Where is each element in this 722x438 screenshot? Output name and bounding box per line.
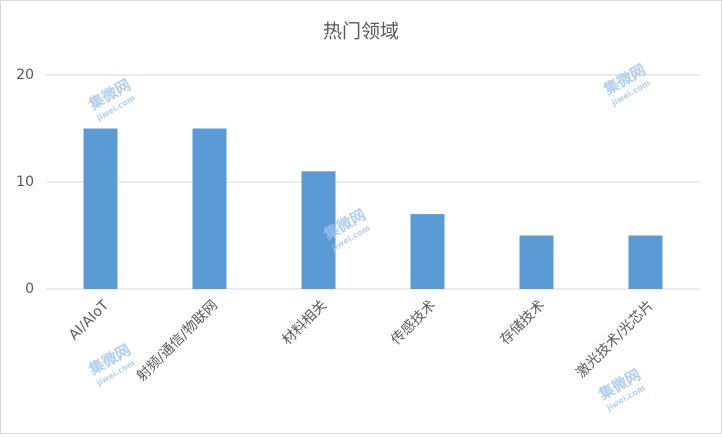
bar [628,235,663,289]
y-tick-label: 0 [25,281,34,297]
bar [519,235,554,289]
chart-title: 热门领域 [323,21,399,43]
bar [192,128,227,289]
bar [301,171,336,289]
bar [83,128,118,289]
bar [410,214,445,289]
y-tick-label: 20 [16,67,34,83]
y-tick-label: 10 [16,174,34,190]
